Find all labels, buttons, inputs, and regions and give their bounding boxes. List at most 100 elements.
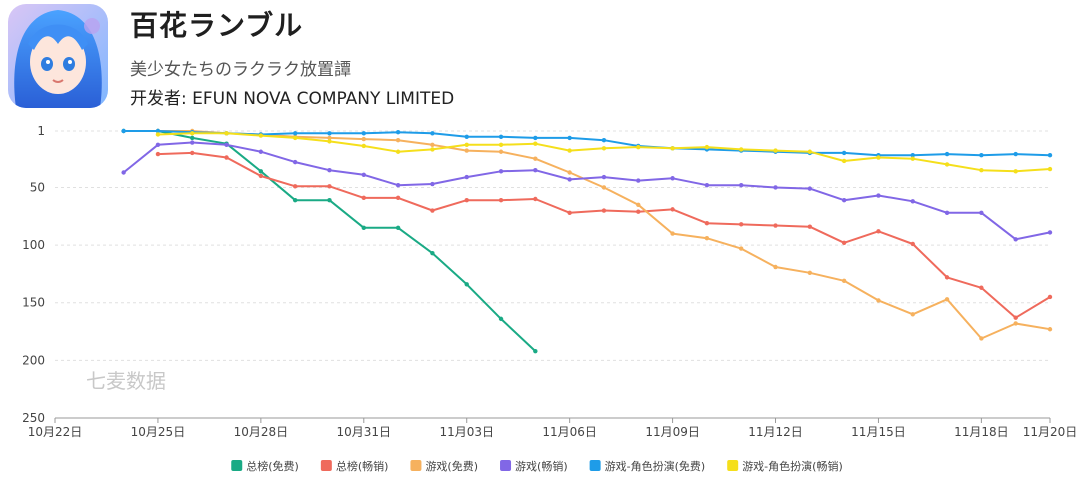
data-point — [361, 136, 366, 142]
data-point — [533, 156, 538, 161]
data-point — [979, 210, 984, 216]
legend-swatch — [410, 460, 422, 471]
legend-swatch — [231, 460, 243, 471]
series-line — [123, 130, 536, 352]
data-point — [190, 135, 195, 141]
data-point — [670, 207, 675, 212]
data-point — [739, 222, 744, 227]
data-point — [601, 185, 607, 190]
app-title: 百花ランブル — [130, 9, 304, 42]
data-point — [910, 199, 915, 204]
series-lines — [121, 128, 1053, 354]
data-point — [876, 229, 881, 234]
data-point — [910, 241, 915, 247]
data-point — [670, 231, 675, 236]
x-tick-label: 10月22日 — [28, 425, 83, 439]
data-point — [224, 142, 229, 148]
data-point — [430, 142, 435, 148]
data-point — [258, 133, 264, 138]
data-point — [533, 348, 538, 354]
data-point — [1013, 321, 1018, 326]
data-point — [533, 167, 538, 173]
data-point — [258, 173, 264, 179]
x-tick-label: 10月31日 — [337, 425, 392, 439]
data-point — [258, 149, 264, 154]
data-point — [1047, 327, 1053, 332]
data-point — [567, 210, 572, 216]
data-point — [190, 131, 195, 136]
data-point — [739, 182, 744, 188]
x-tick-label: 11月20日 — [1023, 425, 1078, 439]
data-point — [361, 195, 366, 201]
data-point — [773, 185, 778, 190]
data-point — [361, 225, 366, 231]
data-point — [944, 297, 950, 302]
data-point — [190, 150, 195, 156]
legend-item[interactable]: 游戏(免费) — [410, 459, 478, 473]
series-line — [123, 130, 1051, 157]
data-point — [395, 149, 401, 154]
data-point — [464, 148, 469, 153]
data-point — [601, 208, 607, 213]
data-point — [636, 178, 641, 183]
data-point — [498, 142, 504, 148]
data-point — [704, 221, 710, 226]
legend-swatch — [727, 460, 739, 471]
data-point — [292, 184, 298, 189]
data-point — [1013, 151, 1018, 157]
data-point — [979, 336, 984, 341]
data-point — [464, 142, 469, 148]
data-point — [944, 151, 950, 157]
data-point — [1013, 237, 1018, 242]
data-point — [533, 141, 538, 146]
data-point — [807, 270, 813, 275]
data-point — [567, 135, 572, 141]
data-point — [910, 312, 915, 317]
data-point — [533, 196, 538, 202]
data-point — [773, 264, 778, 270]
legend-item[interactable]: 总榜(免费) — [231, 459, 299, 473]
legend-label: 游戏(免费) — [425, 459, 478, 473]
data-point — [601, 146, 607, 151]
app-developer: 开发者: EFUN NOVA COMPANY LIMITED — [130, 89, 455, 109]
data-point — [155, 151, 161, 157]
legend: 总榜(免费) 总榜(畅销) 游戏(免费) 游戏(畅销) 游戏-角色扮演(免费) 游戏-角色… — [231, 459, 843, 473]
legend-item[interactable]: 游戏-角色扮演(免费) — [589, 459, 706, 473]
data-point — [395, 225, 401, 231]
data-point — [1047, 153, 1053, 158]
legend-swatch — [589, 460, 601, 471]
data-point — [773, 223, 778, 228]
data-point — [739, 246, 744, 251]
legend-item[interactable]: 游戏(畅销) — [500, 459, 568, 473]
data-point — [395, 138, 401, 143]
legend-item[interactable]: 总榜(畅销) — [320, 459, 389, 473]
legend-label: 游戏(畅销) — [515, 459, 568, 473]
data-point — [979, 167, 984, 173]
data-point — [224, 155, 229, 160]
series-line — [122, 141, 1051, 241]
data-point — [1047, 166, 1053, 172]
legend-item[interactable]: 游戏-角色扮演(畅销) — [727, 459, 843, 473]
data-point — [498, 149, 504, 154]
data-point — [636, 202, 641, 207]
data-point — [430, 250, 435, 256]
y-tick-label: 150 — [22, 296, 45, 310]
y-tick-label: 100 — [22, 238, 45, 252]
x-tick-label: 11月03日 — [439, 425, 494, 439]
data-point — [876, 298, 881, 303]
data-point — [121, 128, 126, 134]
legend-label: 总榜(畅销) — [336, 459, 389, 473]
data-point — [498, 134, 504, 139]
data-point — [841, 240, 847, 246]
data-point — [670, 146, 675, 151]
data-point — [841, 158, 847, 164]
data-point — [258, 169, 264, 174]
data-point — [1047, 230, 1053, 235]
data-point — [327, 131, 332, 136]
data-point — [327, 197, 332, 203]
x-tick-label: 10月25日 — [131, 425, 186, 439]
data-point — [841, 150, 847, 156]
series-line — [157, 130, 1051, 340]
x-tick-label: 10月28日 — [234, 425, 289, 439]
data-point — [155, 132, 161, 137]
